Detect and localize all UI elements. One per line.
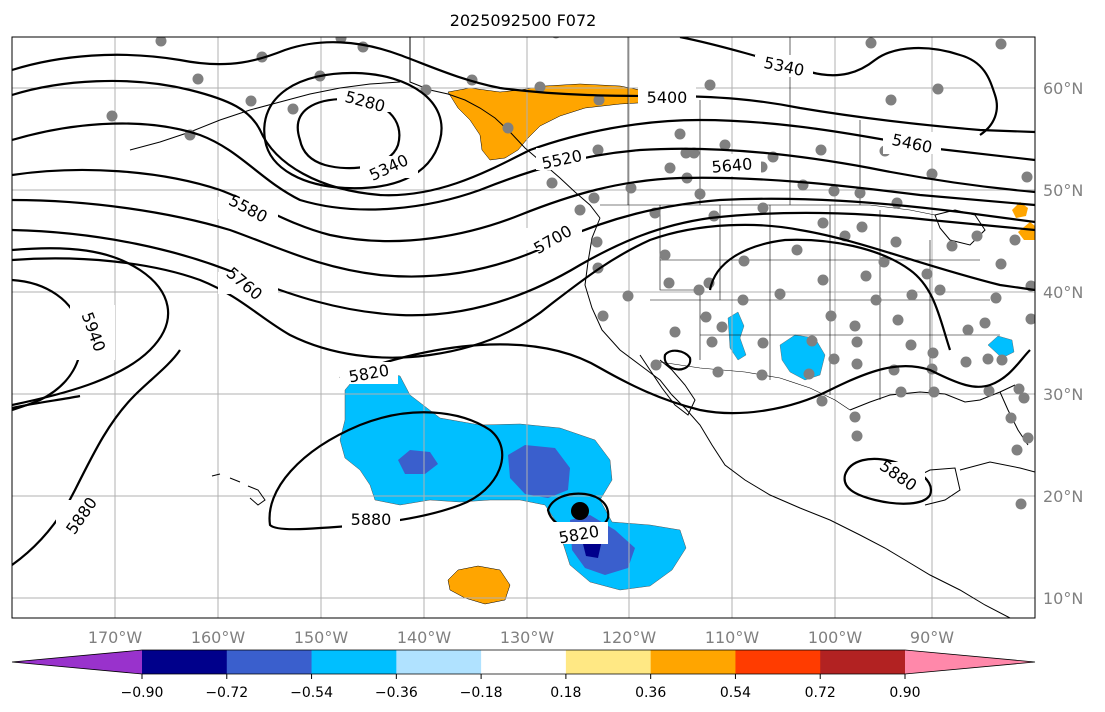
colorbar-cell: [481, 650, 567, 674]
contour-label: 5640: [711, 154, 753, 176]
colorbar-tick-label: −0.54: [290, 685, 333, 701]
map-title: 2025092500 F072: [450, 11, 597, 30]
colorbar-cell: [142, 650, 228, 674]
storm-center-marker: [571, 502, 589, 520]
contour-5400: [12, 41, 1035, 134]
lon-tick-label: 140°W: [397, 628, 452, 647]
graticule: [12, 37, 1035, 618]
lon-tick-label: 150°W: [294, 628, 349, 647]
colorbar-tick-label: −0.18: [460, 685, 503, 701]
lat-tick-label: 60°N: [1043, 79, 1083, 98]
contour-5340-low: [263, 71, 443, 190]
map-frame: [11, 36, 1036, 619]
coastlines: [129, 37, 1035, 618]
colorbar-tick-label: 0.90: [889, 685, 920, 701]
lat-tick-label: 50°N: [1043, 181, 1083, 200]
colorbar-tick-label: 0.54: [720, 685, 751, 701]
political-borders: [600, 37, 1000, 411]
lon-tick-label: 100°W: [808, 628, 863, 647]
lon-tick-label: 110°W: [705, 628, 760, 647]
lon-tick-label: 90°W: [910, 628, 954, 647]
hawaii: [211, 473, 266, 506]
us-mexico-border: [659, 361, 851, 411]
state-lines: [650, 205, 1000, 400]
colorbar-cell: [650, 650, 736, 674]
west-coast: [584, 217, 1011, 618]
cuba: [959, 461, 1035, 473]
contour-label: 5880: [351, 510, 392, 529]
contour-5820-mexico: [663, 349, 692, 371]
colorbar-cell: [565, 650, 652, 674]
alaska-coast: [409, 37, 601, 219]
colorbar-tick-label: −0.90: [121, 685, 164, 701]
positive-anomaly-east-2: [1018, 222, 1035, 240]
colorbar-cell: [12, 650, 142, 674]
contour-5820-east: [708, 238, 952, 351]
latitude-labels: 60°N 50°N 40°N 30°N 20°N 10°N: [1043, 79, 1083, 608]
contour-5640: [12, 197, 1035, 278]
lon-tick-label: 120°W: [602, 628, 657, 647]
colorbar-tick-label: −0.36: [375, 685, 418, 701]
lon-tick-label: 160°W: [191, 628, 246, 647]
colorbar-cell: [396, 650, 482, 674]
lat-tick-label: 10°N: [1043, 589, 1083, 608]
positive-anomaly-east-1: [1012, 202, 1028, 218]
lat-tick-label: 40°N: [1043, 283, 1083, 302]
station-markers: [106, 37, 1035, 510]
colorbar: −0.90 −0.72 −0.54 −0.36 −0.18 0.18 0.36 0.54 0.7…: [11, 649, 1036, 701]
contour-5280: [296, 97, 401, 170]
contour-5880-center: [268, 411, 504, 531]
contour-5880-west: [12, 349, 181, 566]
contour-label: 5400: [647, 88, 688, 107]
colorbar-tick-label: 0.36: [635, 685, 666, 701]
negative-anomaly-mid-2: [508, 445, 570, 498]
contour-label-backgrounds: [56, 55, 941, 544]
aleutian-chain: [129, 81, 401, 151]
colorbar-cell: [905, 650, 1035, 674]
contour-5700: [12, 211, 1035, 317]
lat-tick-label: 30°N: [1043, 385, 1083, 404]
gulf-coast: [849, 384, 1016, 411]
colorbar-tick-label: 0.18: [550, 685, 581, 701]
lon-tick-label: 130°W: [500, 628, 555, 647]
negative-anomaly-mid-1: [398, 450, 438, 474]
contour-5580: [12, 168, 1035, 243]
negative-anomaly-nm: [779, 334, 826, 381]
colorbar-tick-label: −0.72: [205, 685, 248, 701]
colorbar-tick-label: 0.72: [805, 685, 836, 701]
yucatan: [909, 467, 961, 506]
colorbar-cell: [311, 650, 397, 674]
baja-peninsula: [639, 354, 696, 416]
lon-tick-label: 170°W: [88, 628, 143, 647]
lat-tick-label: 20°N: [1043, 487, 1083, 506]
contour-5940: [12, 278, 83, 412]
contour-5760: [12, 223, 1035, 359]
canada-provinces: [627, 37, 861, 205]
colorbar-cell: [820, 650, 906, 674]
positive-anomaly-pacific: [447, 565, 511, 605]
longitude-labels: 170°W 160°W 150°W 140°W 130°W 120°W 110°…: [88, 628, 954, 647]
contour-5460: [12, 79, 1035, 197]
contour-5820-ridge: [12, 247, 170, 407]
colorbar-cell: [226, 650, 313, 674]
colorbar-cell: [735, 650, 821, 674]
contour-5520: [12, 122, 1035, 211]
contour-5880-gulf: [843, 457, 933, 505]
